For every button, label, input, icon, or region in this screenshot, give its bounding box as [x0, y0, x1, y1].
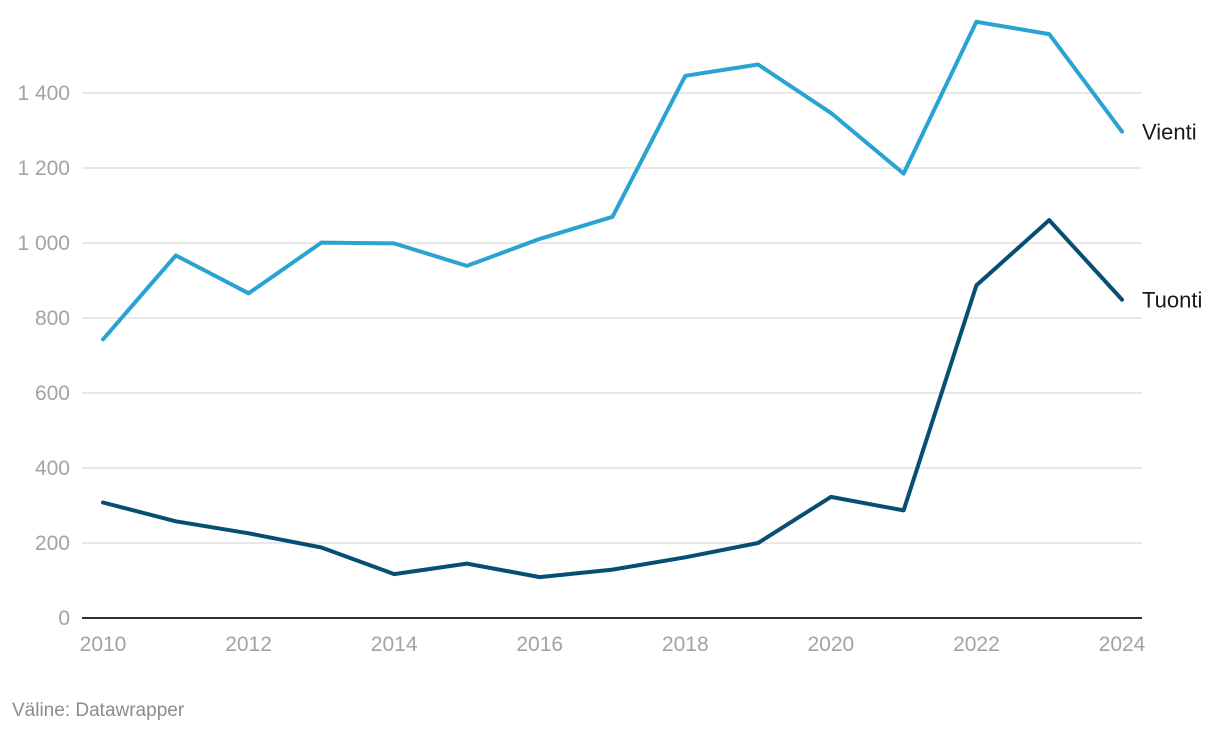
x-tick-label: 2014 [371, 633, 418, 656]
y-tick-label: 600 [35, 382, 70, 405]
gridlines [82, 92, 1142, 544]
series-labels: Vienti Tuonti [1142, 120, 1202, 313]
y-tick-label: 200 [35, 532, 70, 555]
x-axis: 2010 2012 2014 2016 2018 2020 2022 2024 [80, 617, 1146, 656]
x-tick-label: 2024 [1099, 633, 1146, 656]
x-tick-label: 2012 [225, 633, 272, 656]
y-tick-label: 1 000 [17, 232, 70, 255]
y-tick-label: 0 [58, 607, 70, 630]
source-note: Väline: Datawrapper [12, 700, 185, 721]
y-tick-label: 800 [35, 307, 70, 330]
x-tick-label: 2018 [662, 633, 709, 656]
series-lines [101, 19, 1124, 580]
series-label-vienti: Vienti [1142, 120, 1197, 145]
y-tick-label: 1 200 [17, 157, 70, 180]
series-label-tuonti: Tuonti [1142, 288, 1202, 313]
x-tick-label: 2022 [953, 633, 1000, 656]
x-tick-label: 2010 [80, 633, 127, 656]
series-line-tuonti [101, 218, 1124, 580]
y-tick-label: 400 [35, 457, 70, 480]
series-line-vienti [101, 19, 1124, 342]
y-axis-labels: 0 200 400 600 800 1 000 1 200 1 400 [17, 82, 70, 630]
x-tick-label: 2016 [516, 633, 563, 656]
y-tick-label: 1 400 [17, 82, 70, 105]
x-tick-label: 2020 [807, 633, 854, 656]
